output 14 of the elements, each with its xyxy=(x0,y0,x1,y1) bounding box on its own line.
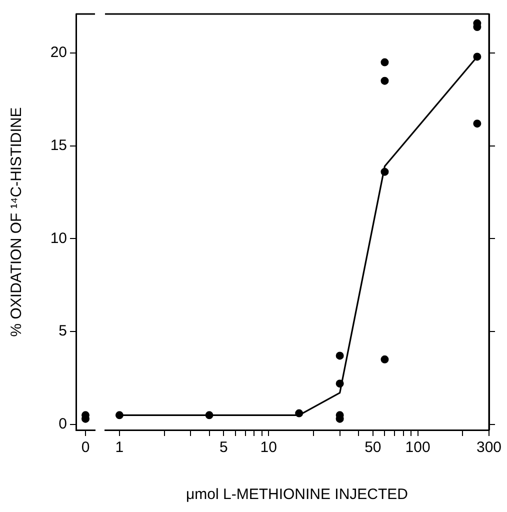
x-tick-label: 0 xyxy=(81,439,90,456)
y-tick-label: 15 xyxy=(50,137,67,154)
x-tick-label: 100 xyxy=(405,439,430,456)
y-axis-title: % OXIDATION OF ¹⁴C-HISTIDINE xyxy=(8,107,26,337)
x-axis-title: μmol L-METHIONINE INJECTED xyxy=(186,486,408,504)
x-tick-label: 50 xyxy=(364,439,382,456)
y-tick-label: 20 xyxy=(50,44,67,62)
x-tick-label: 10 xyxy=(260,439,277,456)
x-tick-label: 1 xyxy=(115,439,124,456)
y-tick-label: 5 xyxy=(58,322,67,340)
x-tick-label: 5 xyxy=(220,439,228,456)
y-tick-label: 0 xyxy=(58,416,67,433)
x-tick-label: 300 xyxy=(476,439,502,456)
y-tick-label: 10 xyxy=(50,230,67,247)
